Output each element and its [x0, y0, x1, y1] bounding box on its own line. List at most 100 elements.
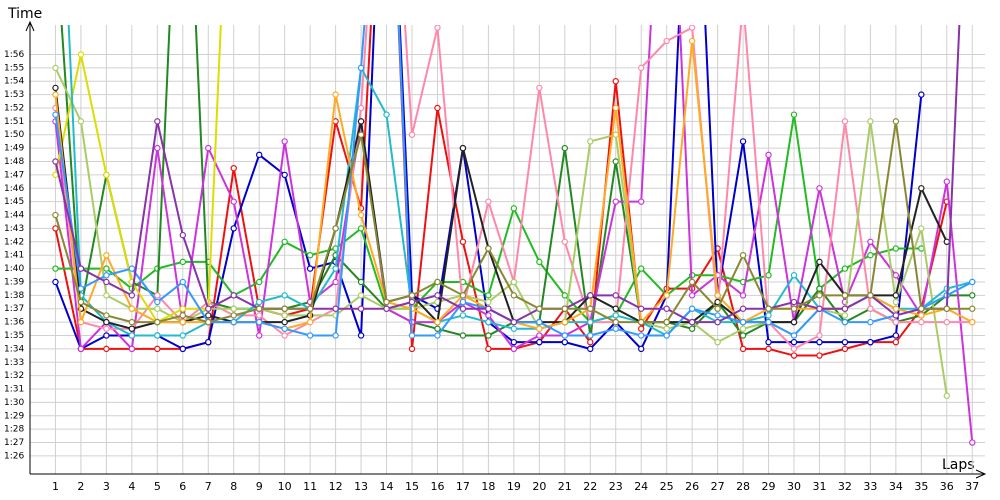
point [790, 298, 798, 306]
y-tick-label: 1:42 [4, 237, 24, 247]
x-tick-label: 5 [154, 480, 161, 493]
point [536, 305, 543, 312]
point [230, 318, 237, 326]
point [536, 258, 543, 266]
x-tick-label: 12 [329, 480, 343, 493]
point [790, 318, 798, 326]
point [103, 318, 110, 326]
y-tick-label: 1:38 [4, 291, 24, 301]
point [561, 338, 569, 346]
point [306, 265, 314, 272]
point [790, 332, 798, 339]
point [663, 37, 670, 45]
point [816, 305, 823, 312]
point [434, 332, 441, 339]
point [383, 111, 390, 118]
x-tick-label: 25 [660, 480, 674, 493]
point [688, 292, 696, 299]
x-tick-label: 16 [430, 480, 444, 493]
point [77, 285, 85, 292]
point [663, 292, 670, 299]
y-tick-label: 1:55 [4, 63, 24, 73]
point [638, 318, 645, 326]
point [485, 292, 492, 299]
point [128, 305, 136, 312]
point [434, 278, 441, 286]
x-tick-label: 6 [179, 480, 186, 493]
point [969, 305, 976, 312]
point [128, 325, 136, 332]
point [918, 225, 925, 232]
point [52, 211, 59, 219]
point [510, 205, 518, 212]
point [714, 318, 721, 326]
point [739, 332, 747, 339]
x-axis-label: Laps [942, 457, 975, 473]
point [561, 238, 569, 246]
point [892, 338, 900, 346]
point [205, 305, 212, 312]
point [306, 305, 314, 312]
point [790, 338, 798, 346]
x-tick-label: 22 [583, 480, 597, 493]
point [408, 131, 416, 138]
y-tick-label: 1:50 [4, 130, 24, 140]
point [256, 312, 263, 319]
point [841, 312, 849, 319]
point [357, 211, 365, 219]
point [612, 318, 619, 326]
x-tick-label: 33 [863, 480, 877, 493]
point [205, 338, 212, 346]
point [867, 305, 874, 312]
point [969, 439, 976, 446]
point [205, 144, 212, 152]
point [434, 318, 441, 326]
point [103, 251, 110, 259]
point [918, 318, 925, 326]
y-tick-label: 1:35 [4, 331, 24, 341]
point [256, 332, 263, 339]
point [52, 64, 59, 72]
y-tick-label: 1:29 [4, 411, 24, 421]
point [765, 305, 772, 312]
point [561, 292, 569, 299]
point [52, 84, 59, 92]
point [867, 238, 874, 246]
point [179, 345, 186, 353]
point [510, 338, 518, 346]
y-tick-label: 1:43 [4, 224, 24, 234]
point [943, 305, 951, 312]
point [256, 305, 263, 312]
x-tick-label: 15 [405, 480, 419, 493]
point [408, 292, 416, 299]
point [281, 332, 288, 339]
x-tick-label: 35 [914, 480, 928, 493]
point [154, 298, 161, 306]
point [103, 265, 110, 272]
point [943, 392, 951, 399]
point [154, 345, 161, 353]
point [281, 325, 288, 332]
point [612, 292, 619, 299]
point [816, 258, 823, 266]
point [714, 305, 721, 312]
point [103, 332, 110, 339]
point [688, 318, 696, 326]
point [943, 178, 951, 185]
point [77, 118, 85, 125]
point [485, 198, 492, 205]
y-tick-label: 1:27 [4, 438, 24, 448]
point [892, 292, 900, 299]
point [408, 332, 416, 339]
x-tick-label: 28 [736, 480, 750, 493]
point [739, 318, 747, 326]
point [281, 292, 288, 299]
point [179, 231, 186, 239]
x-tick-label: 37 [965, 480, 979, 493]
point [128, 345, 136, 353]
point [52, 225, 59, 232]
point [892, 332, 900, 339]
point [587, 318, 594, 326]
point [485, 345, 492, 353]
